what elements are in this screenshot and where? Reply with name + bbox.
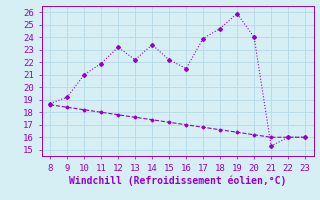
X-axis label: Windchill (Refroidissement éolien,°C): Windchill (Refroidissement éolien,°C) (69, 175, 286, 186)
